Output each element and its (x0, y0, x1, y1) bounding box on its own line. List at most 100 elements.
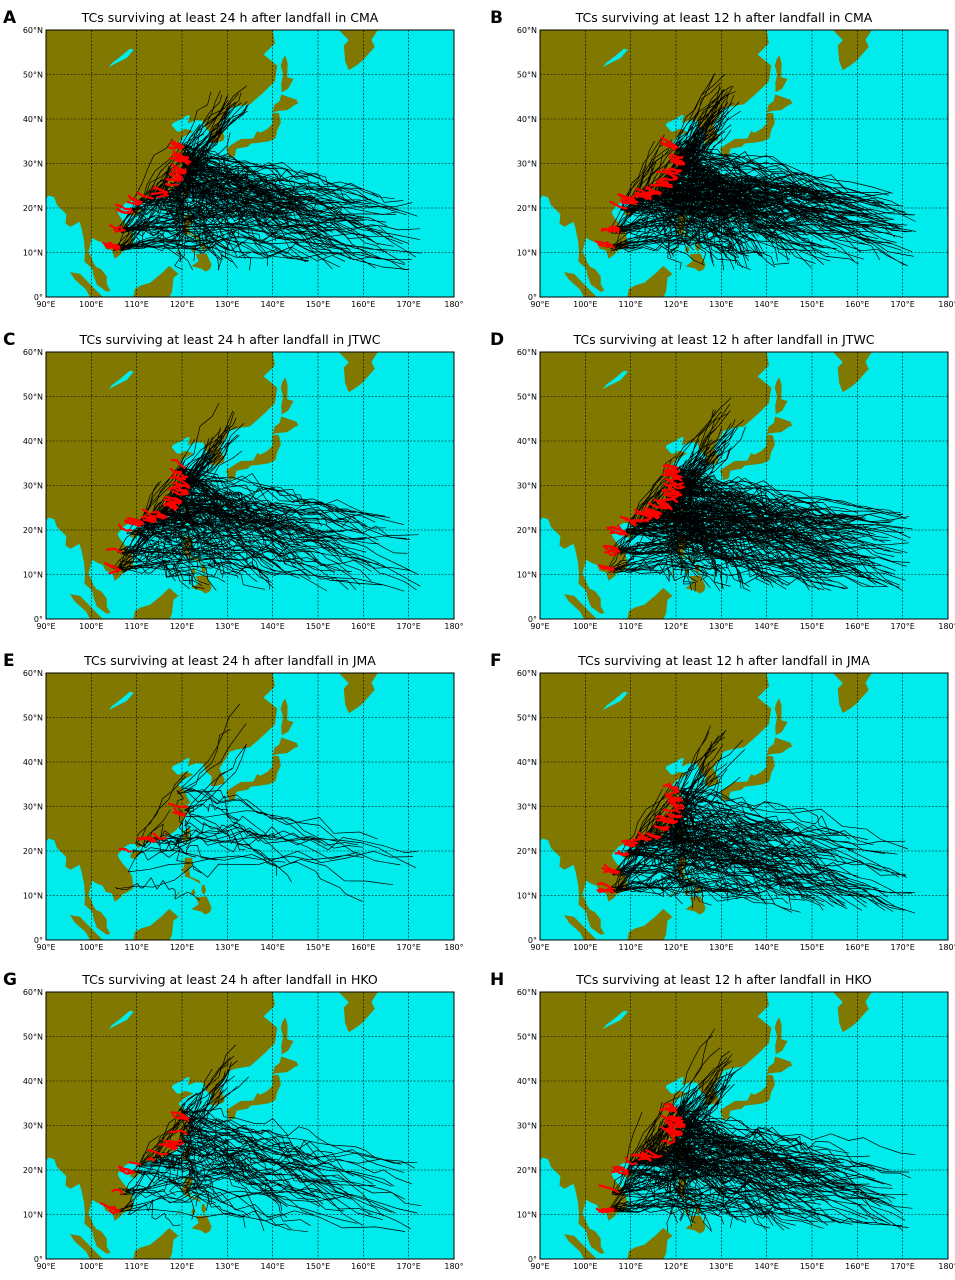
lon-tick-label: 170°E (397, 1262, 421, 1271)
panel-h: H TCs surviving at least 12 h after landf… (490, 962, 955, 1280)
panel-letter: C (3, 330, 16, 350)
panel-c: C TCs surviving at least 24 h after landf… (0, 322, 477, 640)
lake-0 (108, 691, 134, 711)
landmass-10 (226, 1074, 281, 1121)
landmass-0 (46, 992, 278, 1254)
landmass-10 (720, 1074, 775, 1121)
lon-tick-label: 170°E (891, 622, 915, 631)
lon-tick-label: 140°E (261, 1262, 285, 1271)
track-layer (594, 73, 916, 271)
lon-tick-label: 170°E (397, 300, 421, 309)
map-frame (539, 991, 949, 1260)
tc-tracks (608, 725, 916, 914)
landmass-11 (766, 737, 793, 756)
map-svg: 90°E 100°E 110°E 120°E 130°E 140°E 150°E 160°E 1… (23, 988, 464, 1271)
landmass-4 (182, 1147, 191, 1162)
map-frame (45, 29, 455, 298)
lon-tick-label: 160°E (845, 300, 869, 309)
lat-tick-label: 50°N (23, 714, 43, 723)
landmass-12 (280, 55, 294, 93)
landmass-2 (133, 1227, 179, 1259)
lon-tick-label: 90°E (530, 300, 549, 309)
lake-0 (602, 1010, 628, 1030)
lat-tick-label: 30°N (23, 1122, 43, 1131)
landmass-1 (564, 272, 597, 297)
tc-tracks (112, 85, 422, 271)
map-svg: 90°E 100°E 110°E 120°E 130°E 140°E 150°E 160°E 1… (23, 348, 464, 631)
lon-tick-label: 100°E (79, 300, 103, 309)
landmass-7 (201, 1203, 206, 1215)
lon-tick-label: 130°E (709, 943, 733, 952)
landmass-11 (272, 416, 299, 435)
lake-0 (602, 48, 628, 68)
lat-tick-label: 40°N (23, 115, 43, 124)
lat-tick-label: 40°N (23, 758, 43, 767)
lon-tick-label: 100°E (79, 1262, 103, 1271)
map-frame (45, 351, 455, 620)
landmass-12 (280, 377, 294, 415)
landmass-2 (133, 587, 179, 619)
tc-tracks (607, 1028, 916, 1232)
lat-tick-label: 60°N (23, 348, 43, 357)
lon-tick-label: 100°E (573, 300, 597, 309)
landmass-13 (338, 673, 378, 714)
landmass-10 (720, 755, 775, 802)
track-layer (595, 1028, 916, 1232)
lat-tick-label: 0° (34, 936, 43, 945)
landmass-10 (720, 112, 775, 159)
landmass-2 (627, 265, 673, 297)
panel-f: F TCs surviving at least 12 h after landf… (490, 643, 955, 961)
lat-tick-label: 30°N (517, 160, 537, 169)
lat-tick-label: 30°N (23, 160, 43, 169)
lat-tick-label: 40°N (517, 437, 537, 446)
landmass-10 (226, 755, 281, 802)
land-layer (46, 992, 378, 1259)
lon-tick-label: 180° (444, 622, 463, 631)
lon-tick-label: 170°E (397, 943, 421, 952)
lat-tick-label: 10°N (23, 892, 43, 901)
lon-tick-label: 170°E (891, 300, 915, 309)
lat-tick-label: 10°N (23, 1211, 43, 1220)
lon-tick-label: 130°E (215, 622, 239, 631)
tc-tracks (115, 703, 419, 902)
lon-tick-label: 150°E (306, 943, 330, 952)
landmass-6 (685, 896, 706, 915)
landfall-tracks (596, 782, 685, 894)
landfall-tracks (104, 458, 191, 575)
lon-tick-label: 100°E (573, 622, 597, 631)
map-svg: 90°E 100°E 110°E 120°E 130°E 140°E 150°E 160°E 1… (517, 348, 955, 631)
landmass-0 (46, 352, 278, 614)
landmass-13 (338, 352, 378, 393)
landmass-8 (191, 888, 196, 896)
landmass-1 (564, 1234, 597, 1259)
lat-tick-label: 40°N (517, 1077, 537, 1086)
lon-tick-label: 140°E (755, 943, 779, 952)
lat-tick-label: 60°N (517, 988, 537, 997)
lon-tick-label: 180° (444, 300, 463, 309)
lat-tick-label: 50°N (23, 1033, 43, 1042)
landmass-1 (70, 915, 103, 940)
lat-tick-label: 0° (34, 293, 43, 302)
lake-0 (108, 48, 134, 68)
panel-d: D TCs surviving at least 12 h after landf… (490, 322, 955, 640)
lat-tick-label: 20°N (23, 526, 43, 535)
panel-letter: E (3, 651, 15, 671)
landmass-13 (832, 992, 872, 1033)
lat-tick-label: 30°N (23, 482, 43, 491)
lat-tick-label: 40°N (23, 437, 43, 446)
map-frame (45, 991, 455, 1260)
landmass-11 (766, 416, 793, 435)
landmass-12 (774, 377, 788, 415)
lon-tick-label: 150°E (306, 1262, 330, 1271)
landmass-1 (564, 594, 597, 619)
lon-tick-label: 90°E (530, 622, 549, 631)
lon-tick-label: 110°E (125, 1262, 149, 1271)
map-svg: 90°E 100°E 110°E 120°E 130°E 140°E 150°E 160°E 1… (517, 669, 955, 952)
lon-tick-label: 150°E (800, 622, 824, 631)
track-layer (102, 85, 422, 271)
lon-tick-label: 160°E (351, 622, 375, 631)
lon-tick-label: 180° (938, 1262, 955, 1271)
lon-tick-label: 130°E (215, 300, 239, 309)
landmass-2 (133, 265, 179, 297)
lat-tick-label: 60°N (23, 669, 43, 678)
